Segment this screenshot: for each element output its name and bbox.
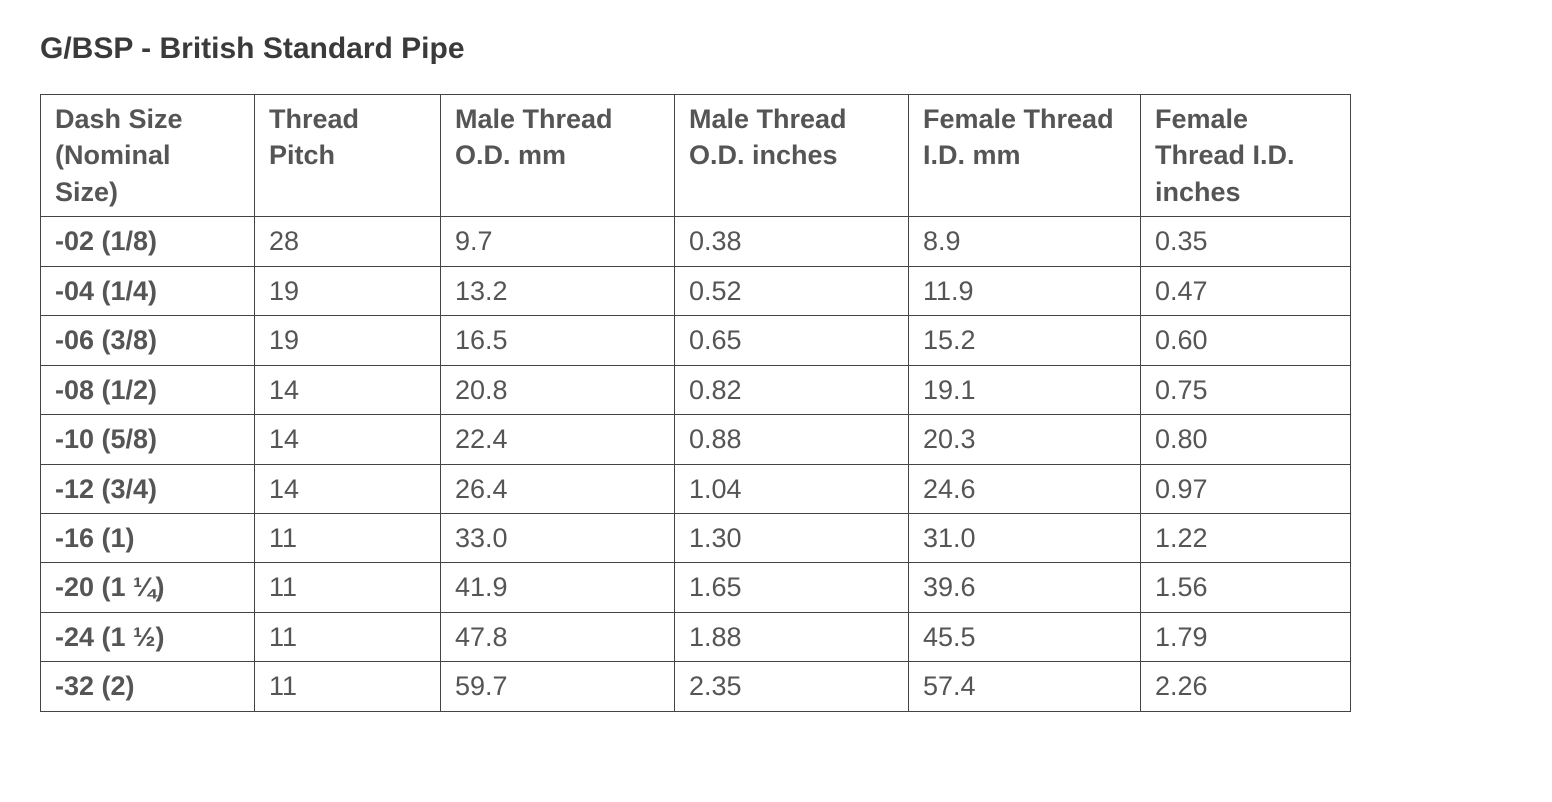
cell-thread-pitch: 14 — [255, 464, 441, 513]
col-header: Thread Pitch — [255, 95, 441, 217]
cell-male-od-mm: 9.7 — [441, 217, 675, 266]
cell-female-id-in: 2.26 — [1141, 662, 1351, 711]
col-header: Female Thread I.D. inches — [1141, 95, 1351, 217]
cell-male-od-in: 1.88 — [675, 612, 909, 661]
cell-male-od-in: 0.65 — [675, 316, 909, 365]
cell-dash-size: -06 (3/8) — [41, 316, 255, 365]
cell-male-od-mm: 41.9 — [441, 563, 675, 612]
table-row: -02 (1/8) 28 9.7 0.38 8.9 0.35 — [41, 217, 1351, 266]
cell-dash-size: -32 (2) — [41, 662, 255, 711]
cell-female-id-in: 1.56 — [1141, 563, 1351, 612]
table-row: -24 (1 ½) 11 47.8 1.88 45.5 1.79 — [41, 612, 1351, 661]
cell-female-id-mm: 20.3 — [909, 415, 1141, 464]
cell-male-od-mm: 22.4 — [441, 415, 675, 464]
cell-thread-pitch: 14 — [255, 415, 441, 464]
cell-male-od-in: 0.38 — [675, 217, 909, 266]
cell-female-id-in: 0.60 — [1141, 316, 1351, 365]
cell-thread-pitch: 11 — [255, 563, 441, 612]
table-row: -12 (3/4) 14 26.4 1.04 24.6 0.97 — [41, 464, 1351, 513]
table-row: -06 (3/8) 19 16.5 0.65 15.2 0.60 — [41, 316, 1351, 365]
table-row: -04 (1/4) 19 13.2 0.52 11.9 0.47 — [41, 266, 1351, 315]
cell-female-id-mm: 31.0 — [909, 513, 1141, 562]
cell-male-od-mm: 59.7 — [441, 662, 675, 711]
cell-male-od-mm: 33.0 — [441, 513, 675, 562]
cell-female-id-in: 0.97 — [1141, 464, 1351, 513]
page-title: G/BSP - British Standard Pipe — [40, 32, 1512, 66]
table-row: -10 (5/8) 14 22.4 0.88 20.3 0.80 — [41, 415, 1351, 464]
cell-female-id-mm: 11.9 — [909, 266, 1141, 315]
cell-dash-size: -20 (1 ¼) — [41, 563, 255, 612]
cell-male-od-mm: 16.5 — [441, 316, 675, 365]
cell-female-id-in: 0.35 — [1141, 217, 1351, 266]
cell-dash-size: -08 (1/2) — [41, 365, 255, 414]
table-row: -16 (1) 11 33.0 1.30 31.0 1.22 — [41, 513, 1351, 562]
cell-dash-size: -24 (1 ½) — [41, 612, 255, 661]
col-header: Male Thread O.D. inches — [675, 95, 909, 217]
cell-female-id-in: 0.75 — [1141, 365, 1351, 414]
col-header: Female Thread I.D. mm — [909, 95, 1141, 217]
cell-dash-size: -16 (1) — [41, 513, 255, 562]
cell-female-id-mm: 8.9 — [909, 217, 1141, 266]
cell-male-od-in: 1.04 — [675, 464, 909, 513]
cell-thread-pitch: 11 — [255, 513, 441, 562]
cell-female-id-mm: 15.2 — [909, 316, 1141, 365]
table-row: -08 (1/2) 14 20.8 0.82 19.1 0.75 — [41, 365, 1351, 414]
cell-male-od-mm: 26.4 — [441, 464, 675, 513]
cell-dash-size: -04 (1/4) — [41, 266, 255, 315]
cell-male-od-in: 1.30 — [675, 513, 909, 562]
cell-female-id-mm: 57.4 — [909, 662, 1141, 711]
cell-male-od-in: 1.65 — [675, 563, 909, 612]
cell-female-id-in: 1.79 — [1141, 612, 1351, 661]
cell-male-od-in: 0.88 — [675, 415, 909, 464]
cell-female-id-mm: 24.6 — [909, 464, 1141, 513]
cell-thread-pitch: 19 — [255, 316, 441, 365]
cell-male-od-mm: 13.2 — [441, 266, 675, 315]
cell-male-od-in: 0.52 — [675, 266, 909, 315]
cell-thread-pitch: 11 — [255, 612, 441, 661]
table-row: -20 (1 ¼) 11 41.9 1.65 39.6 1.56 — [41, 563, 1351, 612]
cell-female-id-mm: 45.5 — [909, 612, 1141, 661]
table-row: -32 (2) 11 59.7 2.35 57.4 2.26 — [41, 662, 1351, 711]
cell-male-od-mm: 20.8 — [441, 365, 675, 414]
cell-dash-size: -12 (3/4) — [41, 464, 255, 513]
cell-female-id-mm: 39.6 — [909, 563, 1141, 612]
cell-female-id-mm: 19.1 — [909, 365, 1141, 414]
cell-thread-pitch: 19 — [255, 266, 441, 315]
cell-thread-pitch: 14 — [255, 365, 441, 414]
cell-female-id-in: 0.80 — [1141, 415, 1351, 464]
cell-thread-pitch: 11 — [255, 662, 441, 711]
table-body: -02 (1/8) 28 9.7 0.38 8.9 0.35 -04 (1/4)… — [41, 217, 1351, 711]
col-header: Male Thread O.D. mm — [441, 95, 675, 217]
cell-thread-pitch: 28 — [255, 217, 441, 266]
cell-female-id-in: 1.22 — [1141, 513, 1351, 562]
cell-male-od-in: 0.82 — [675, 365, 909, 414]
cell-dash-size: -10 (5/8) — [41, 415, 255, 464]
cell-male-od-mm: 47.8 — [441, 612, 675, 661]
cell-female-id-in: 0.47 — [1141, 266, 1351, 315]
table-header-row: Dash Size (Nominal Size) Thread Pitch Ma… — [41, 95, 1351, 217]
bsp-thread-table: Dash Size (Nominal Size) Thread Pitch Ma… — [40, 94, 1351, 712]
cell-dash-size: -02 (1/8) — [41, 217, 255, 266]
cell-male-od-in: 2.35 — [675, 662, 909, 711]
col-header: Dash Size (Nominal Size) — [41, 95, 255, 217]
